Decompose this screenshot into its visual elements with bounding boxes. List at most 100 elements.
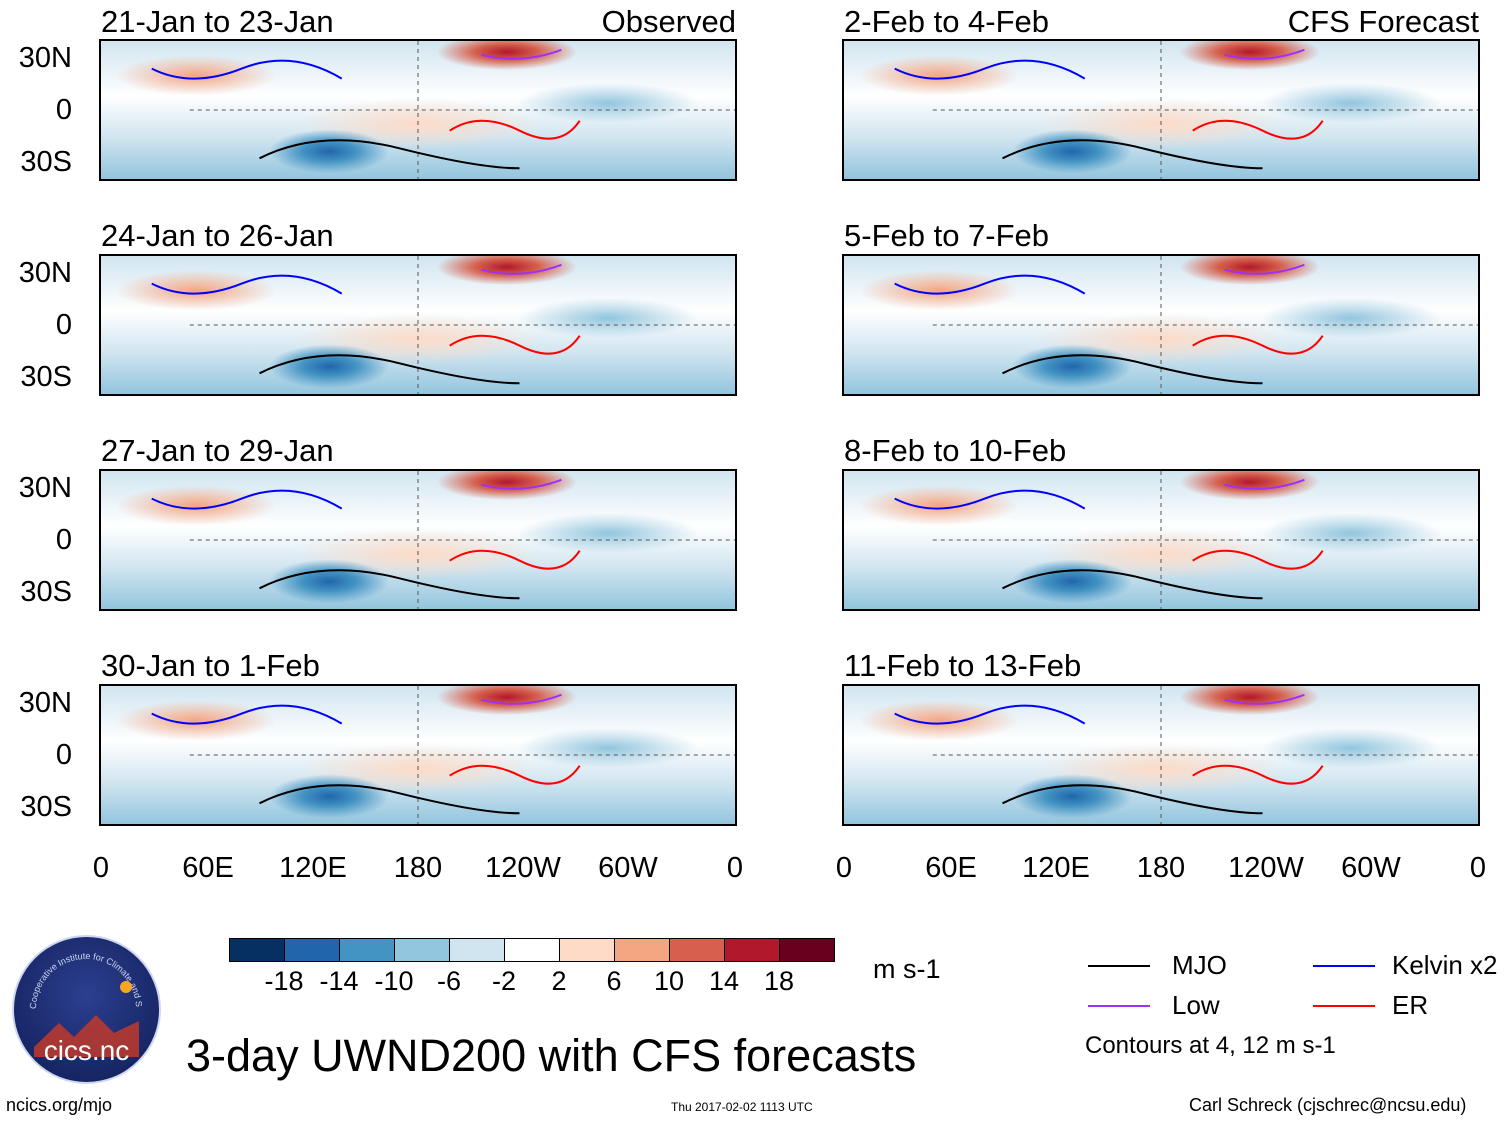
contour-line bbox=[151, 274, 343, 295]
contour-line bbox=[894, 274, 1086, 295]
contour-line bbox=[894, 59, 1086, 80]
contour-line bbox=[259, 139, 520, 170]
lon-label-0: 0 bbox=[835, 852, 853, 884]
lat-label-0: 0 bbox=[55, 524, 72, 556]
colorbar-box bbox=[504, 938, 560, 962]
colorbar-tick-label: 2 bbox=[551, 966, 567, 996]
legend-mjo-label: MJO bbox=[1172, 950, 1227, 980]
colorbar-box bbox=[339, 938, 395, 962]
observed-label: Observed bbox=[601, 4, 736, 39]
lat-label-30n: 30N bbox=[18, 257, 72, 289]
lon-label-60w: 60W bbox=[1341, 852, 1401, 884]
lon-label-180: 180 bbox=[393, 852, 443, 884]
contour-line bbox=[481, 48, 562, 60]
panel-title-right-1: 2-Feb to 4-Feb bbox=[844, 4, 1050, 39]
contour-line bbox=[449, 334, 581, 355]
contour-line bbox=[1192, 764, 1324, 785]
panel-title-right-4: 11-Feb to 13-Feb bbox=[844, 648, 1082, 683]
contour-line bbox=[449, 119, 581, 140]
logo-text: cics.nc bbox=[43, 1035, 130, 1066]
contour-line bbox=[1224, 48, 1305, 60]
colorbar-tick-label: -6 bbox=[436, 966, 462, 996]
contour-line bbox=[1224, 693, 1305, 705]
contour-line bbox=[449, 549, 581, 570]
panel-title-left-3: 27-Jan to 29-Jan bbox=[101, 433, 334, 468]
legend-mjo-line bbox=[1088, 965, 1150, 967]
cics-logo: Cooperative Institute for Climate and Sa… bbox=[12, 935, 161, 1084]
colorbar-tick-label: 6 bbox=[606, 966, 622, 996]
colorbar-box bbox=[449, 938, 505, 962]
panel-title-left-4: 30-Jan to 1-Feb bbox=[101, 648, 320, 683]
svg-text:Cooperative Institute for Clim: Cooperative Institute for Climate and Sa… bbox=[14, 937, 144, 1009]
colorbar-tick-label: -2 bbox=[491, 966, 517, 996]
contours-note: Contours at 4, 12 m s-1 bbox=[1085, 1032, 1336, 1059]
contour-line bbox=[151, 704, 343, 725]
lon-label-120e: 120E bbox=[279, 852, 347, 884]
contour-line bbox=[481, 693, 562, 705]
lat-label-30s: 30S bbox=[20, 576, 72, 608]
cfs-forecast-label: CFS Forecast bbox=[1287, 4, 1479, 39]
lat-label-30s: 30S bbox=[20, 361, 72, 393]
map-panel-left-1 bbox=[99, 39, 737, 181]
contour-line bbox=[894, 704, 1086, 725]
legend-kelvin-label: Kelvin x2 bbox=[1392, 950, 1498, 980]
legend-er-line bbox=[1313, 1005, 1375, 1007]
contour-line bbox=[1002, 784, 1263, 815]
colorbar-box bbox=[779, 938, 835, 962]
map-panel-right-3 bbox=[842, 469, 1480, 611]
colorbar-box bbox=[724, 938, 780, 962]
contour-line bbox=[1224, 478, 1305, 490]
colorbar-box bbox=[394, 938, 450, 962]
map-panel-right-4 bbox=[842, 684, 1480, 826]
panel-title-right-3: 8-Feb to 10-Feb bbox=[844, 433, 1067, 468]
lon-label-60e: 60E bbox=[925, 852, 977, 884]
contour-line bbox=[449, 764, 581, 785]
colorbar-tick-label: 10 bbox=[653, 966, 685, 996]
lon-label-0-end: 0 bbox=[726, 852, 744, 884]
colorbar-tick-label: 18 bbox=[763, 966, 795, 996]
lon-label-120w: 120W bbox=[1228, 852, 1304, 884]
contour-line bbox=[1192, 334, 1324, 355]
contour-line bbox=[1002, 354, 1263, 385]
contour-line bbox=[259, 569, 520, 600]
lon-label-60w: 60W bbox=[598, 852, 658, 884]
map-panel-left-3 bbox=[99, 469, 737, 611]
panel-title-right-2: 5-Feb to 7-Feb bbox=[844, 218, 1050, 253]
lon-label-120w: 120W bbox=[485, 852, 561, 884]
map-panel-left-4 bbox=[99, 684, 737, 826]
contour-line bbox=[151, 489, 343, 510]
panel-title-left-1: 21-Jan to 23-Jan bbox=[101, 4, 334, 39]
legend-low-label: Low bbox=[1172, 990, 1220, 1020]
lat-label-30n: 30N bbox=[18, 472, 72, 504]
colorbar-box bbox=[229, 938, 285, 962]
lat-label-0: 0 bbox=[55, 309, 72, 341]
colorbar-tick-label: 14 bbox=[708, 966, 740, 996]
lon-label-60e: 60E bbox=[182, 852, 234, 884]
colorbar-box bbox=[669, 938, 725, 962]
lat-label-0: 0 bbox=[55, 94, 72, 126]
legend-low-line bbox=[1088, 1005, 1150, 1007]
lon-label-0: 0 bbox=[92, 852, 110, 884]
lat-label-30n: 30N bbox=[18, 687, 72, 719]
contour-line bbox=[259, 354, 520, 385]
contour-line bbox=[259, 784, 520, 815]
legend-kelvin-line bbox=[1313, 965, 1375, 967]
lat-label-0: 0 bbox=[55, 739, 72, 771]
lat-label-30n: 30N bbox=[18, 42, 72, 74]
colorbar-tick-label: -14 bbox=[319, 966, 359, 996]
map-panel-left-2 bbox=[99, 254, 737, 396]
lon-label-180: 180 bbox=[1136, 852, 1186, 884]
lon-label-120e: 120E bbox=[1022, 852, 1090, 884]
lat-label-30s: 30S bbox=[20, 146, 72, 178]
logo-ring-text: Cooperative Institute for Climate and Sa… bbox=[14, 937, 144, 1009]
panel-title-left-2: 24-Jan to 26-Jan bbox=[101, 218, 334, 253]
contour-line bbox=[481, 263, 562, 275]
colorbar-tick-label: -10 bbox=[374, 966, 414, 996]
contour-line bbox=[1002, 139, 1263, 170]
contour-line bbox=[1224, 263, 1305, 275]
footer-timestamp: Thu 2017-02-02 1113 UTC bbox=[671, 1100, 813, 1114]
lon-label-0-end: 0 bbox=[1469, 852, 1487, 884]
contour-line bbox=[1192, 119, 1324, 140]
footer-url[interactable]: ncics.org/mjo bbox=[6, 1095, 113, 1115]
colorbar-box bbox=[614, 938, 670, 962]
